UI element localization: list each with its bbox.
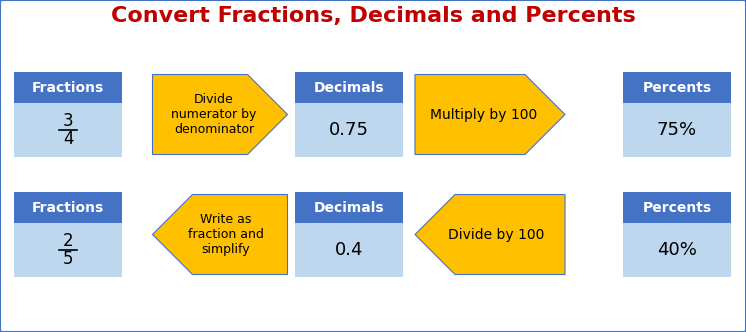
Text: 3: 3: [63, 112, 73, 130]
FancyBboxPatch shape: [295, 72, 403, 104]
Text: 2: 2: [63, 232, 73, 250]
FancyBboxPatch shape: [623, 223, 731, 277]
Text: Divide by 100: Divide by 100: [448, 227, 544, 241]
FancyBboxPatch shape: [623, 104, 731, 157]
Polygon shape: [152, 74, 287, 154]
Polygon shape: [152, 195, 287, 275]
Text: Write as
fraction and
simplify: Write as fraction and simplify: [188, 213, 264, 256]
Text: Percents: Percents: [642, 81, 712, 95]
Polygon shape: [415, 195, 565, 275]
Polygon shape: [415, 74, 565, 154]
FancyBboxPatch shape: [623, 192, 731, 223]
Text: Decimals: Decimals: [313, 201, 384, 215]
FancyBboxPatch shape: [295, 192, 403, 223]
Text: Convert Fractions, Decimals and Percents: Convert Fractions, Decimals and Percents: [110, 6, 636, 26]
Text: 40%: 40%: [657, 241, 697, 259]
FancyBboxPatch shape: [14, 192, 122, 223]
FancyBboxPatch shape: [623, 72, 731, 104]
Text: 75%: 75%: [657, 121, 697, 139]
Text: Percents: Percents: [642, 201, 712, 215]
Text: Multiply by 100: Multiply by 100: [430, 108, 538, 122]
Text: 5: 5: [63, 250, 73, 268]
Text: Fractions: Fractions: [32, 81, 104, 95]
FancyBboxPatch shape: [14, 72, 122, 104]
FancyBboxPatch shape: [295, 104, 403, 157]
Text: Divide
numerator by
denominator: Divide numerator by denominator: [172, 93, 257, 136]
FancyBboxPatch shape: [295, 223, 403, 277]
Text: 0.75: 0.75: [329, 121, 369, 139]
Text: 4: 4: [63, 130, 73, 148]
FancyBboxPatch shape: [14, 104, 122, 157]
FancyBboxPatch shape: [14, 223, 122, 277]
Text: 0.4: 0.4: [335, 241, 363, 259]
Text: Decimals: Decimals: [313, 81, 384, 95]
Text: Fractions: Fractions: [32, 201, 104, 215]
